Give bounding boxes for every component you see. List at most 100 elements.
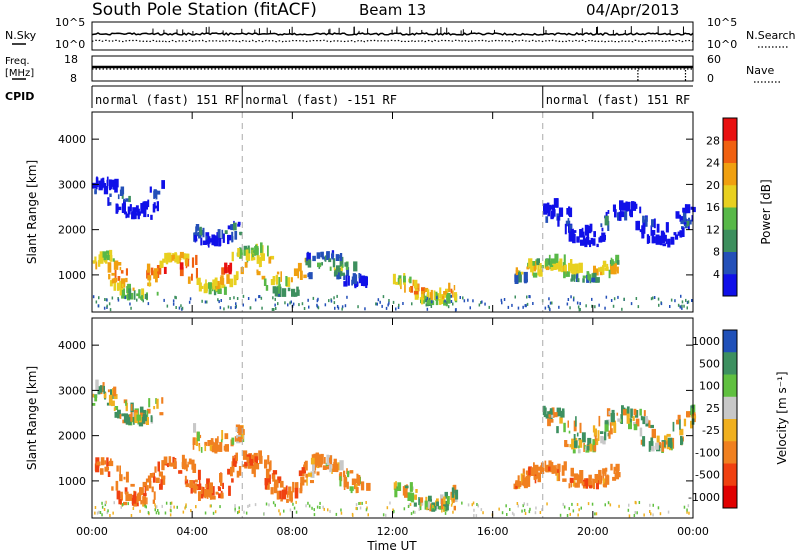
echo-cell xyxy=(505,504,507,508)
echo-cell xyxy=(278,277,281,288)
echo-cell xyxy=(547,411,550,417)
echo-cell xyxy=(414,494,417,500)
echo-cell xyxy=(337,462,340,471)
echo-cell xyxy=(469,306,471,310)
echo-cell xyxy=(682,211,687,223)
echo-cell xyxy=(442,295,444,300)
echo-cell xyxy=(231,461,234,468)
echo-cell xyxy=(576,432,579,437)
echo-cell xyxy=(96,463,99,467)
echo-cell xyxy=(652,296,654,300)
echo-cell xyxy=(363,277,368,287)
echo-cell xyxy=(513,513,515,517)
echo-cell xyxy=(184,479,189,485)
echo-cell xyxy=(185,503,187,507)
echo-cell xyxy=(217,229,221,240)
echo-cell xyxy=(155,505,158,509)
echo-cell xyxy=(117,298,120,302)
echo-cell xyxy=(307,298,309,302)
echo-cell xyxy=(109,255,113,262)
echo-cell xyxy=(343,273,346,281)
echo-cell xyxy=(116,490,121,500)
echo-cell xyxy=(604,482,607,488)
echo-cell xyxy=(236,297,239,300)
echo-cell xyxy=(308,504,311,508)
echo-cell xyxy=(190,509,192,513)
velocity-colorbar-label: Velocity [m s⁻¹] xyxy=(775,371,789,464)
echo-cell xyxy=(386,506,389,510)
echo-cell xyxy=(349,470,354,474)
echo-cell xyxy=(459,296,461,299)
echo-cell xyxy=(415,489,418,493)
echo-cell xyxy=(667,510,670,514)
echo-cell xyxy=(260,242,263,253)
echo-cell xyxy=(310,457,315,465)
echo-cell xyxy=(290,300,292,304)
echo-cell xyxy=(613,466,616,474)
echo-cell xyxy=(550,267,554,271)
echo-cell xyxy=(303,307,306,310)
echo-cell xyxy=(658,442,661,448)
nave-tick-high: 60 xyxy=(707,53,721,66)
echo-cell xyxy=(639,408,642,416)
echo-cell xyxy=(260,296,263,300)
echo-cell xyxy=(165,501,168,505)
echo-cell xyxy=(258,450,262,461)
echo-cell xyxy=(193,423,197,433)
echo-cell xyxy=(686,306,688,310)
echo-cell xyxy=(175,296,177,300)
echo-cell xyxy=(530,266,534,273)
echo-cell xyxy=(155,398,157,404)
echo-cell xyxy=(162,258,166,263)
echo-cell xyxy=(361,501,363,505)
echo-cell xyxy=(601,232,606,242)
echo-cell xyxy=(674,234,679,240)
echo-cell xyxy=(117,282,120,291)
echo-cell xyxy=(593,479,595,490)
echo-cell xyxy=(110,400,115,407)
velocity-colorbar: 1000 500 100 25 -25 -100 -500 -1000 xyxy=(688,329,738,509)
echo-cell xyxy=(453,484,457,493)
echo-cell xyxy=(608,430,611,439)
echo-cell xyxy=(208,284,212,295)
echo-cell xyxy=(344,262,349,267)
echo-cell xyxy=(687,300,690,304)
echo-cell xyxy=(351,279,353,286)
echo-cell xyxy=(570,259,573,270)
echo-cell xyxy=(681,227,685,237)
echo-cell xyxy=(278,509,280,513)
echo-cell xyxy=(234,509,236,513)
echo-cell xyxy=(616,260,620,265)
echo-cell xyxy=(134,491,137,501)
echo-cell xyxy=(617,472,621,478)
echo-cell xyxy=(331,252,334,260)
echo-cell xyxy=(556,426,559,434)
echo-cell xyxy=(516,502,519,505)
echo-cell xyxy=(115,480,119,491)
echo-cell xyxy=(92,403,96,406)
echo-cell xyxy=(200,490,204,499)
echo-cell xyxy=(303,274,307,279)
echo-cell xyxy=(542,405,546,415)
echo-cell xyxy=(630,408,633,418)
echo-cell xyxy=(120,270,124,274)
echo-cell xyxy=(501,511,504,515)
echo-cell xyxy=(604,267,609,271)
echo-cell xyxy=(621,211,626,218)
echo-cell xyxy=(582,275,586,279)
echo-cell xyxy=(178,470,183,474)
echo-cell xyxy=(109,280,113,287)
echo-cell xyxy=(100,457,105,466)
echo-cell xyxy=(656,435,660,443)
echo-cell xyxy=(202,227,205,238)
echo-cell xyxy=(149,186,152,193)
echo-cell xyxy=(650,437,654,445)
nave-label: Nave xyxy=(746,64,774,77)
echo-cell xyxy=(192,439,195,450)
time-tick-label: 08:00 xyxy=(276,525,308,538)
echo-cell xyxy=(681,304,683,308)
echo-cell xyxy=(307,273,312,278)
echo-cell xyxy=(176,505,178,509)
echo-cell xyxy=(246,456,250,463)
echo-cell xyxy=(128,493,132,501)
